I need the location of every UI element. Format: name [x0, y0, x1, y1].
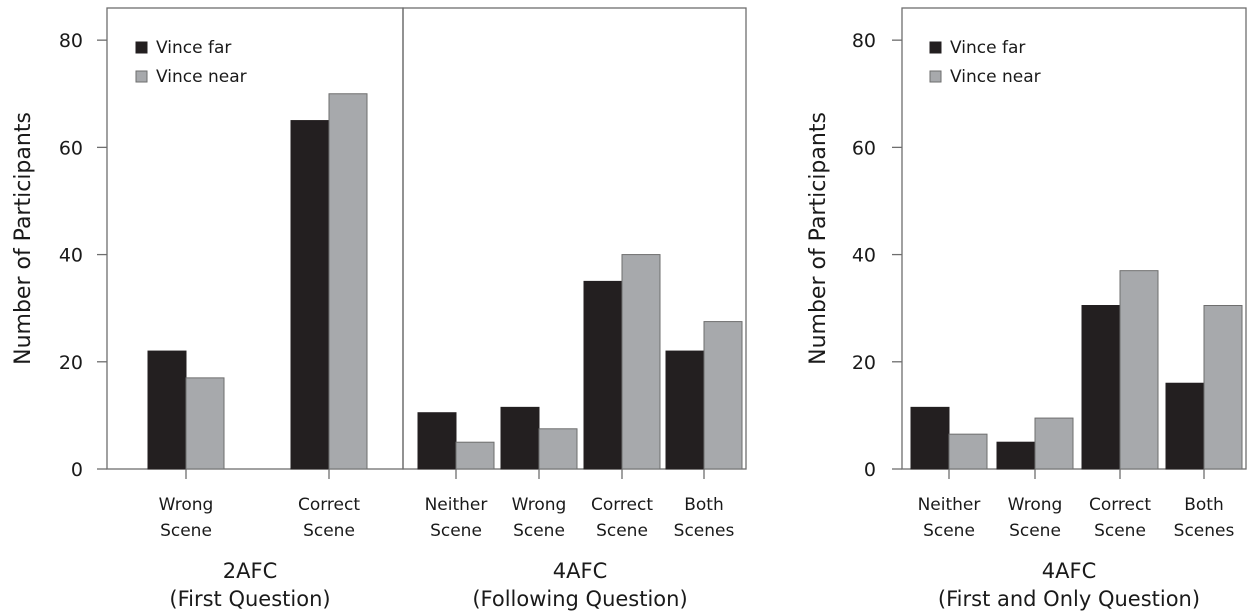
- category-label: Correct: [298, 495, 360, 515]
- y-axis-label: Number of Participants: [806, 112, 831, 365]
- bar-vince-far: [996, 441, 1036, 470]
- category-label: Wrong: [512, 495, 567, 515]
- y-tick-label: 20: [852, 352, 876, 374]
- y-tick-label: 20: [59, 352, 83, 374]
- y-tick-label: 40: [59, 245, 83, 267]
- bar-vince-far: [147, 350, 187, 470]
- plot-frame: [901, 7, 1247, 470]
- category-label: Wrong: [159, 495, 214, 515]
- category-label: Wrong: [1008, 495, 1063, 515]
- legend-swatch-near: [929, 70, 942, 83]
- category-label: Correct: [591, 495, 653, 515]
- y-tick-label: 0: [864, 459, 876, 481]
- legend-swatch-far: [929, 41, 942, 54]
- category-label: Both: [684, 495, 724, 515]
- bar-vince-near: [1119, 270, 1159, 470]
- bar-vince-far: [500, 406, 540, 470]
- bar-vince-far: [910, 406, 950, 470]
- bar-vince-near: [1203, 305, 1243, 470]
- group-label: (First Question): [169, 587, 330, 611]
- bar-vince-far: [290, 120, 330, 470]
- bar-vince-far: [1165, 382, 1205, 470]
- category-label: Scene: [303, 521, 355, 541]
- legend-swatch-near: [135, 70, 148, 83]
- bar-vince-near: [185, 377, 225, 470]
- bar-vince-near: [1034, 417, 1074, 470]
- group-label: 2AFC: [223, 559, 277, 583]
- bar-vince-far: [1081, 305, 1121, 470]
- y-axis-label: Number of Participants: [11, 112, 36, 365]
- legend-label-near: Vince near: [156, 67, 247, 87]
- left-chart-panel: 0 20 40 60 80 Number of Participants Vince far…: [11, 7, 747, 611]
- bar-vince-far: [583, 280, 623, 470]
- y-tick-label: 60: [59, 137, 83, 159]
- bar-vince-far: [665, 350, 705, 470]
- bar-vince-near: [621, 254, 661, 470]
- bar-vince-near: [948, 433, 988, 470]
- category-label: Neither: [425, 495, 488, 515]
- legend-swatch-far: [135, 41, 148, 54]
- group-label: (First and Only Question): [938, 587, 1200, 611]
- bar-vince-far: [417, 412, 457, 470]
- category-label: Scenes: [674, 521, 735, 541]
- bar-vince-near: [703, 321, 743, 470]
- y-tick-label: 80: [852, 30, 876, 52]
- y-tick-label: 0: [71, 459, 83, 481]
- legend-label-near: Vince near: [950, 67, 1041, 87]
- bar-vince-near: [455, 441, 495, 470]
- y-tick-label: 60: [852, 137, 876, 159]
- bar-vince-near: [538, 428, 578, 470]
- category-label: Scene: [596, 521, 648, 541]
- category-label: Scene: [1094, 521, 1146, 541]
- y-tick-label: 40: [852, 245, 876, 267]
- category-label: Scene: [1009, 521, 1061, 541]
- category-label: Correct: [1089, 495, 1151, 515]
- legend-label-far: Vince far: [156, 38, 231, 58]
- category-label: Both: [1184, 495, 1224, 515]
- group-label: 4AFC: [1042, 559, 1096, 583]
- category-label: Scene: [513, 521, 565, 541]
- category-label: Scene: [430, 521, 482, 541]
- category-label: Scene: [923, 521, 975, 541]
- legend-label-far: Vince far: [950, 38, 1025, 58]
- group-label: 4AFC: [553, 559, 607, 583]
- category-label: Neither: [918, 495, 981, 515]
- group-label: (Following Question): [472, 587, 687, 611]
- category-label: Scene: [160, 521, 212, 541]
- category-label: Scenes: [1174, 521, 1235, 541]
- y-tick-label: 80: [59, 30, 83, 52]
- bar-vince-near: [328, 93, 368, 470]
- right-chart-panel: 0 20 40 60 80 Number of Participants Vince far…: [806, 7, 1247, 611]
